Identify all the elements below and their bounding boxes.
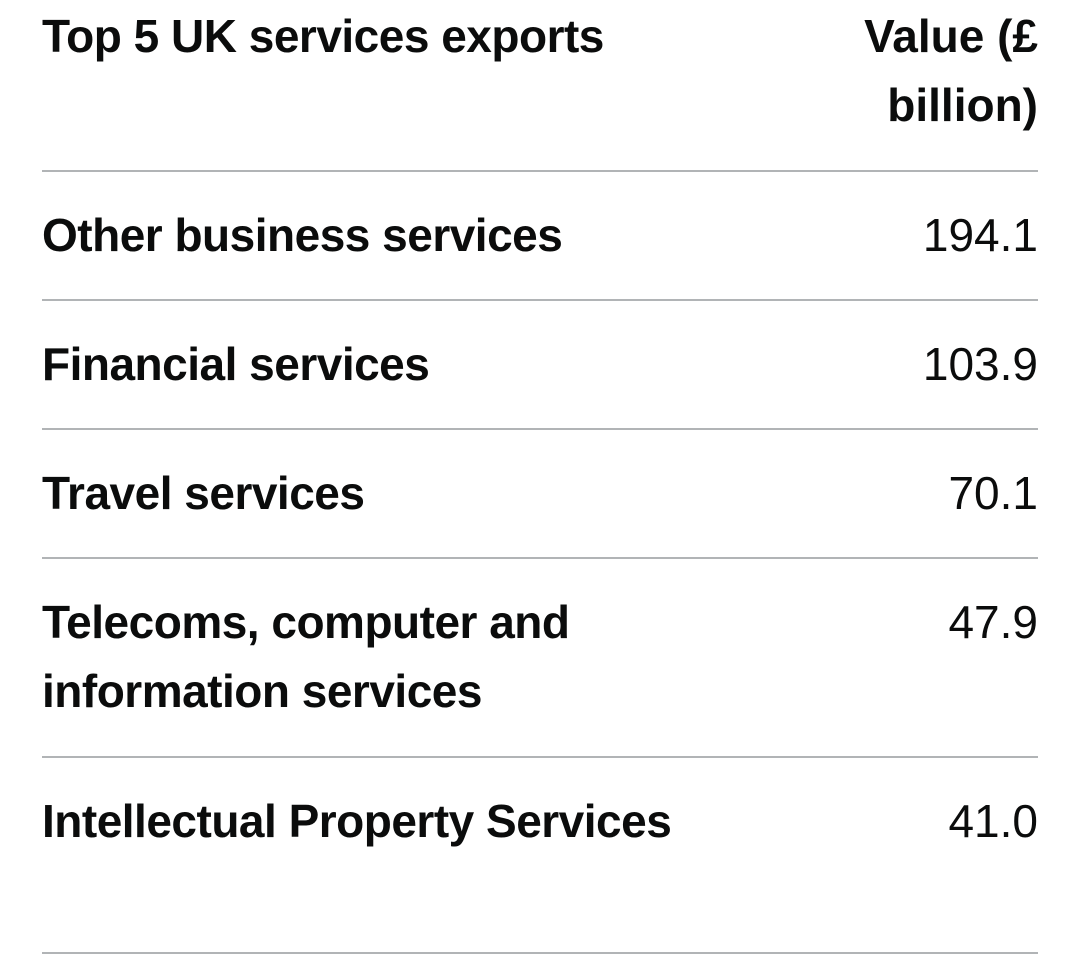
column-header-category: Top 5 UK services exports: [42, 10, 604, 62]
services-exports-table: Top 5 UK services exports Value (£ billi…: [42, 0, 1038, 954]
table-row: Intellectual Property Services 41.0: [42, 758, 1038, 954]
row-label: Telecoms, computer and information servi…: [42, 596, 570, 717]
column-header-value: Value (£ billion): [864, 10, 1038, 131]
row-label: Financial services: [42, 338, 430, 390]
row-value: 103.9: [922, 338, 1038, 390]
row-value: 70.1: [948, 467, 1038, 519]
row-value: 47.9: [948, 596, 1038, 648]
row-label: Other business services: [42, 209, 563, 261]
row-label: Intellectual Property Services: [42, 795, 672, 847]
table-row: Financial services 103.9: [42, 301, 1038, 430]
row-label: Travel services: [42, 467, 365, 519]
table-row: Travel services 70.1: [42, 430, 1038, 559]
row-value: 194.1: [922, 209, 1038, 261]
table-row: Other business services 194.1: [42, 172, 1038, 301]
row-value: 41.0: [948, 795, 1038, 847]
table-header-row: Top 5 UK services exports Value (£ billi…: [42, 0, 1038, 172]
table-row: Telecoms, computer and information servi…: [42, 559, 1038, 758]
